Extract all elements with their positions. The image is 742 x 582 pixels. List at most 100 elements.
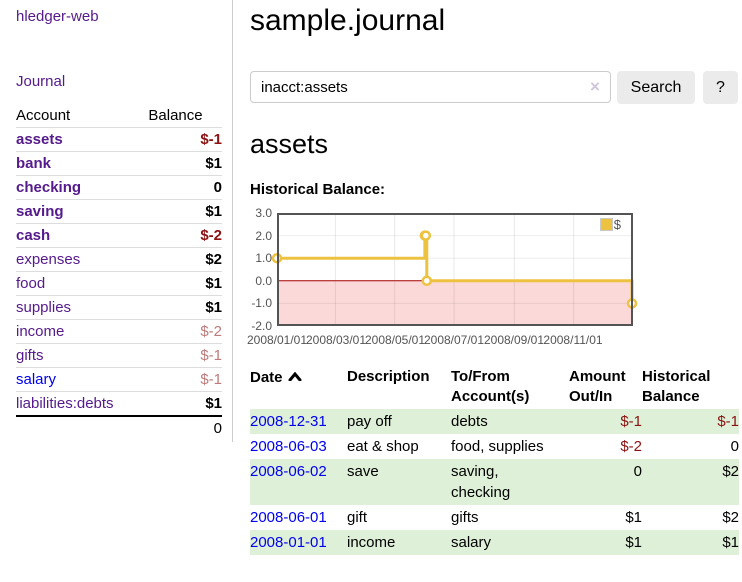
transaction-historical-balance: $2 xyxy=(722,463,739,480)
tofrom-header: To/From Account(s) xyxy=(451,368,530,405)
account-balance: $1 xyxy=(205,299,222,316)
transactions-table-header: Date Description To/From Account(s) Amou… xyxy=(250,365,739,409)
transaction-accounts: salary xyxy=(451,534,492,551)
account-link-checking[interactable]: checking xyxy=(16,179,82,196)
account-balance: $2 xyxy=(205,251,222,268)
transaction-date-link[interactable]: 2008-01-01 xyxy=(250,534,327,551)
x-axis-tick-label: 2008/09/01 xyxy=(483,333,545,347)
account-link-food[interactable]: food xyxy=(16,275,46,292)
account-link-salary[interactable]: salary xyxy=(16,371,57,388)
accounts-balance-table: Account Balance assets $-1 bank $1 check… xyxy=(16,104,222,440)
x-axis-tick-label: 2008/05/01 xyxy=(364,333,426,347)
account-link-gifts[interactable]: gifts xyxy=(16,347,44,364)
transaction-historical-balance: $2 xyxy=(722,509,739,526)
account-row: cash $-2 xyxy=(16,223,222,248)
transaction-historical-balance: 0 xyxy=(730,438,739,455)
transaction-row: 2008-12-31 pay off debts $-1 $-1 xyxy=(250,409,739,434)
help-button[interactable]: ? xyxy=(703,71,738,104)
account-row: bank $1 xyxy=(16,151,222,176)
transaction-accounts: saving, checking xyxy=(451,463,511,501)
account-balance: $1 xyxy=(205,155,222,172)
y-axis-tick-label: 2.0 xyxy=(255,229,272,243)
account-column-header: Account xyxy=(16,107,71,124)
date-sort-header[interactable]: Date xyxy=(250,365,347,409)
transaction-date-link[interactable]: 2008-06-03 xyxy=(250,438,327,455)
transaction-description: income xyxy=(347,534,396,551)
transaction-amount: $1 xyxy=(625,534,642,551)
account-row: checking 0 xyxy=(16,175,222,200)
legend-label: $ xyxy=(613,217,621,232)
main-content: sample.journal × Search ? assets Histori… xyxy=(246,0,740,555)
accounts-total-row: 0 xyxy=(16,416,222,440)
historical-balance-chart: 3.0 2.0 1.0 0.0 -1.0 -2.0 $ 2008/01/01 2… xyxy=(246,206,740,351)
account-row: income $-2 xyxy=(16,319,222,344)
x-axis-tick-label: 2008/01/01 xyxy=(246,333,308,347)
account-link-expenses[interactable]: expenses xyxy=(16,251,81,268)
transaction-date-link[interactable]: 2008-06-02 xyxy=(250,463,327,480)
account-balance: $1 xyxy=(205,203,222,220)
account-link-supplies[interactable]: supplies xyxy=(16,299,72,316)
transaction-description: save xyxy=(347,463,379,480)
account-balance: $-1 xyxy=(200,347,222,364)
search-input[interactable] xyxy=(250,71,611,103)
transaction-historical-balance: $-1 xyxy=(717,413,739,430)
account-link-cash[interactable]: cash xyxy=(16,227,51,244)
account-heading: assets xyxy=(250,129,329,159)
transaction-amount: $-1 xyxy=(620,413,642,430)
date-header-label: Date xyxy=(250,369,283,386)
transaction-description: gift xyxy=(347,509,368,526)
transaction-date-link[interactable]: 2008-12-31 xyxy=(250,413,327,430)
account-row: gifts $-1 xyxy=(16,343,222,368)
account-row: food $1 xyxy=(16,271,222,296)
transaction-amount: 0 xyxy=(633,463,642,480)
transaction-row: 2008-01-01 income salary $1 $1 xyxy=(250,530,739,555)
account-row: salary $-1 xyxy=(16,367,222,392)
transaction-historical-balance: $1 xyxy=(722,534,739,551)
description-header: Description xyxy=(347,368,430,385)
y-axis-tick-label: 3.0 xyxy=(255,206,272,220)
transaction-accounts: debts xyxy=(451,413,488,430)
historical-balance-header: Historical Balance xyxy=(642,368,711,405)
x-axis-tick-label: 2008/11/01 xyxy=(543,333,603,347)
transactions-table: Date Description To/From Account(s) Amou… xyxy=(250,365,739,555)
search-form: × Search ? xyxy=(250,71,740,104)
account-row: expenses $2 xyxy=(16,247,222,272)
transaction-row: 2008-06-02 save saving, checking 0 $2 xyxy=(250,459,739,505)
transaction-description: eat & shop xyxy=(347,438,419,455)
account-row: supplies $1 xyxy=(16,295,222,320)
transaction-row: 2008-06-01 gift gifts $1 $2 xyxy=(250,505,739,530)
account-link-income[interactable]: income xyxy=(16,323,65,340)
series-swatch-icon xyxy=(599,218,613,231)
balance-column-header: Balance xyxy=(148,107,203,124)
transaction-date-link[interactable]: 2008-06-01 xyxy=(250,509,327,526)
account-balance: $-1 xyxy=(200,131,222,148)
account-balance: $-1 xyxy=(200,371,222,388)
y-axis-tick-label: 1.0 xyxy=(255,251,272,265)
app-brand-link[interactable]: hledger-web xyxy=(16,8,99,25)
transaction-accounts: gifts xyxy=(451,509,479,526)
chart-canvas xyxy=(271,213,638,326)
transaction-description: pay off xyxy=(347,413,392,430)
account-balance: $-2 xyxy=(200,323,222,340)
account-link-liabilities-debts[interactable]: liabilities:debts xyxy=(16,395,114,412)
sidebar-item-journal[interactable]: Journal xyxy=(16,73,66,90)
y-axis-tick-label: 0.0 xyxy=(255,274,272,288)
account-link-saving[interactable]: saving xyxy=(16,203,64,220)
transaction-amount: $1 xyxy=(625,509,642,526)
account-link-assets[interactable]: assets xyxy=(16,131,63,148)
account-balance: $-2 xyxy=(200,227,222,244)
account-balance: $1 xyxy=(205,395,222,412)
clear-search-icon[interactable]: × xyxy=(590,77,600,96)
account-row: liabilities:debts $1 xyxy=(16,391,222,417)
page-title: sample.journal xyxy=(250,4,446,37)
transaction-amount: $-2 xyxy=(620,438,642,455)
account-row: saving $1 xyxy=(16,199,222,224)
x-axis-tick-label: 2008/07/01 xyxy=(423,333,485,347)
search-button[interactable]: Search xyxy=(617,71,695,104)
account-link-bank[interactable]: bank xyxy=(16,155,52,172)
x-axis-tick-label: 2008/03/01 xyxy=(305,333,367,347)
chart-title: Historical Balance: xyxy=(250,181,386,198)
account-balance: $1 xyxy=(205,275,222,292)
transaction-row: 2008-06-03 eat & shop food, supplies $-2… xyxy=(250,434,739,459)
account-row: assets $-1 xyxy=(16,127,222,152)
